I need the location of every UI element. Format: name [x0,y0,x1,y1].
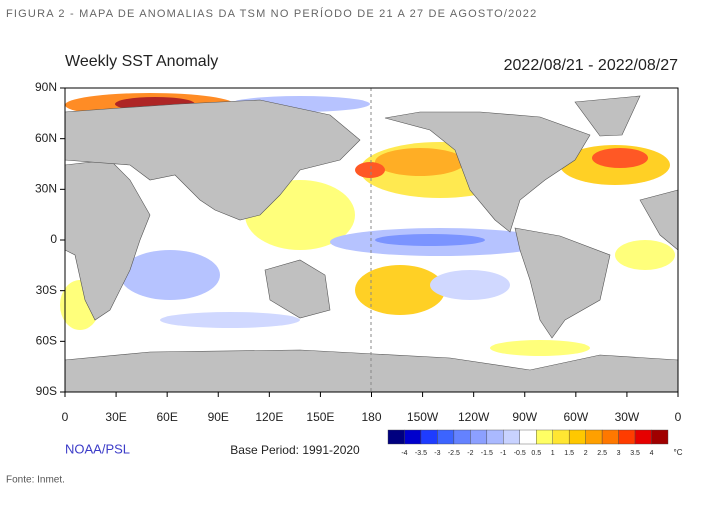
colorbar-label: 0.5 [531,450,541,457]
colorbar-swatch [387,429,405,445]
lon-label: 0 [675,410,682,424]
lon-label: 30E [105,410,126,424]
credit: NOAA/PSL [65,441,130,456]
source: Fonte: Inmet. [6,475,65,486]
lon-label: 30W [615,410,640,424]
base-period: Base Period: 1991-2020 [230,443,360,457]
colorbar-swatch [486,429,504,445]
colorbar-label: 1.5 [564,450,574,457]
lat-label: 30S [36,283,57,297]
lon-label: 180 [361,410,381,424]
continents [64,95,679,393]
lon-label: 60W [563,410,588,424]
colorbar-swatch [568,429,586,445]
colorbar: -4 -3.5 -3 -2.5 -2 -1.5 -1 -0.5 0.5 1 1.5 2 2.5 3 3.5 4 [387,429,669,457]
lat-axis: 90N 60N 30N 0 30S 60S 90S [35,80,65,398]
colorbar-swatch [552,429,570,445]
colorbar-swatch [618,429,636,445]
colorbar-label: 2.5 [597,450,607,457]
lon-label: 0 [62,410,69,424]
colorbar-swatch [651,429,669,445]
colorbar-unit: °C [674,448,683,457]
lon-label: 90E [208,410,229,424]
colorbar-swatch [404,429,422,445]
lon-label: 120E [255,410,283,424]
lon-axis: 0 30E 60E 90E 120E 150E 180 150W 120W 90W 60W 30W 0 [62,392,682,424]
caption: FIGURA 2 - MAPA DE ANOMALIAS DA TSM NO P… [6,7,537,20]
lat-label: 30N [35,182,57,196]
colorbar-label: -0.5 [514,450,526,457]
lat-label: 0 [50,232,57,246]
colorbar-swatch [503,429,520,445]
map-title: Weekly SST Anomaly [65,53,218,70]
colorbar-label: -1 [500,450,506,457]
colorbar-swatch [536,429,553,445]
colorbar-label: 3.5 [630,450,640,457]
lat-label: 60N [35,131,57,145]
colorbar-swatch [453,429,471,445]
colorbar-label: 1 [551,450,555,457]
lon-label: 90W [512,410,537,424]
colorbar-label: 3 [617,450,621,457]
lon-label: 150E [306,410,334,424]
colorbar-label: -1.5 [481,450,493,457]
colorbar-label: 4 [650,450,654,457]
colorbar-swatch [470,429,488,445]
lat-label: 90S [36,384,57,398]
colorbar-swatch [437,429,455,445]
lat-label: 90N [35,80,57,94]
colorbar-swatch [519,429,537,445]
anomaly-field [60,93,675,356]
colorbar-label: -3 [434,450,440,457]
colorbar-label: 2 [584,450,588,457]
colorbar-label: -2.5 [448,450,460,457]
lon-label: 120W [458,410,490,424]
colorbar-swatch [634,429,652,445]
colorbar-label: -2 [467,450,473,457]
colorbar-swatch [585,429,603,445]
lon-label: 60E [156,410,177,424]
map [60,87,679,393]
colorbar-label: -3.5 [415,450,427,457]
colorbar-swatch [420,429,438,445]
colorbar-label: -4 [401,450,407,457]
map-period: 2022/08/21 - 2022/08/27 [504,57,678,74]
colorbar-swatch [601,429,619,445]
lat-label: 60S [36,334,57,348]
lon-label: 150W [407,410,439,424]
